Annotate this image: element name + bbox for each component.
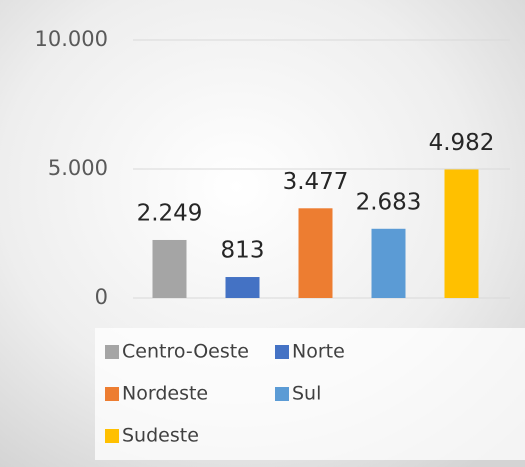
legend-label: Sudeste (122, 425, 199, 447)
legend-box (95, 328, 525, 460)
legend-label: Nordeste (122, 383, 208, 405)
bar (298, 208, 333, 298)
legend-label: Centro-Oeste (122, 341, 249, 363)
value-label: 4.982 (429, 130, 495, 156)
legend-swatch (105, 345, 119, 359)
bar (152, 239, 187, 298)
bar (225, 277, 260, 298)
bar (444, 169, 479, 298)
y-tick-label: 5.000 (48, 156, 108, 180)
legend-label: Norte (292, 341, 345, 363)
value-label: 3.477 (283, 169, 349, 195)
value-label: 813 (221, 238, 265, 264)
y-tick-label: 0 (95, 285, 108, 309)
legend-swatch (275, 345, 289, 359)
y-tick-label: 10.000 (35, 27, 108, 51)
legend-swatch (275, 387, 289, 401)
legend-label: Sul (292, 383, 321, 405)
bar (371, 228, 406, 298)
value-label: 2.249 (137, 200, 203, 226)
value-label: 2.683 (356, 189, 422, 215)
legend-swatch (105, 387, 119, 401)
legend-swatch (105, 429, 119, 443)
